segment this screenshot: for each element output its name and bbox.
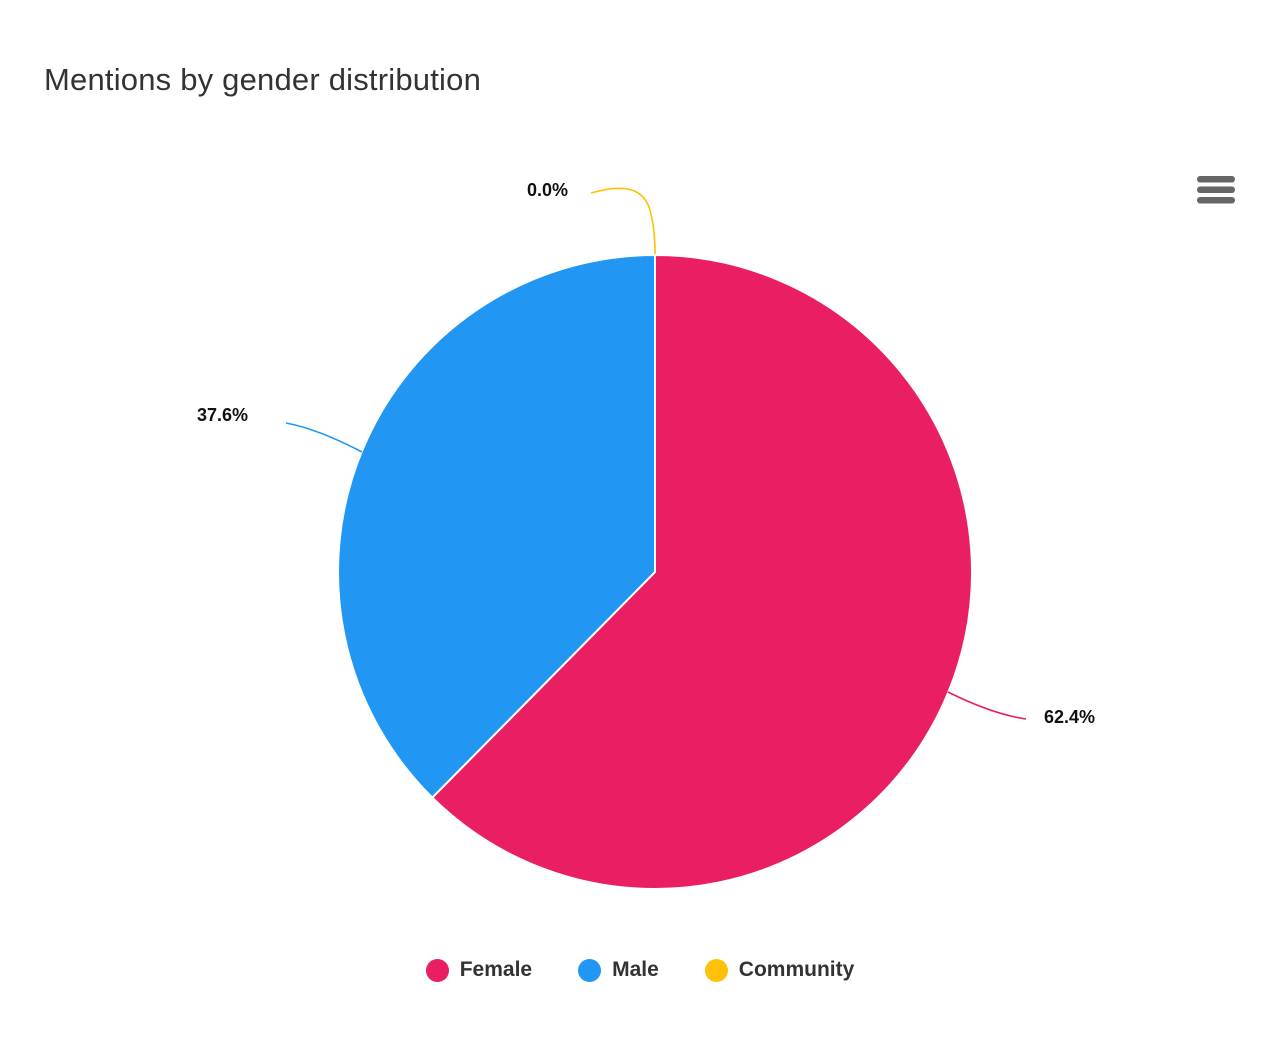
legend-label-male: Male bbox=[612, 958, 659, 981]
chart-context-menu-button[interactable] bbox=[1192, 170, 1240, 210]
hamburger-icon bbox=[1197, 176, 1235, 204]
legend-item-male[interactable]: Male bbox=[578, 958, 659, 982]
data-label-female: 62.4% bbox=[1044, 707, 1096, 727]
data-label-male: 37.6% bbox=[197, 405, 249, 425]
legend-marker-male bbox=[578, 958, 602, 982]
legend-item-female[interactable]: Female bbox=[425, 958, 533, 982]
legend-label-community: Community bbox=[738, 958, 855, 981]
label-connector-male bbox=[285, 422, 363, 453]
chart-title: Mentions by gender distribution bbox=[44, 62, 482, 97]
legend-marker-female bbox=[425, 958, 449, 982]
legend-item-community[interactable]: Community bbox=[704, 958, 855, 982]
legend-label-female: Female bbox=[459, 958, 533, 981]
label-connector-female bbox=[947, 691, 1027, 720]
legend-marker-community bbox=[704, 958, 728, 982]
data-label-community: 0.0% bbox=[527, 180, 569, 200]
label-connector-community bbox=[590, 187, 656, 255]
legend: Female Male Community bbox=[0, 958, 1280, 982]
